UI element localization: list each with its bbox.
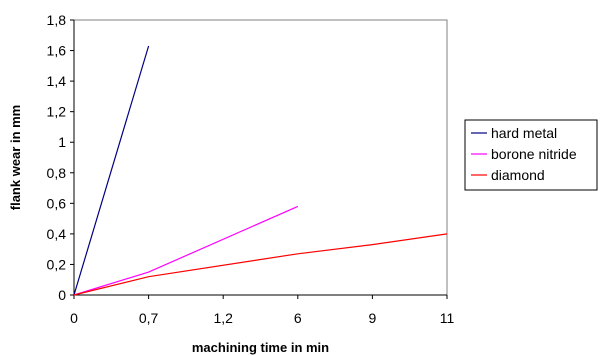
legend: hard metal borone nitride diamond bbox=[464, 119, 598, 191]
y-tick-label: 1,2 bbox=[47, 104, 67, 120]
x-tick-label: 1,2 bbox=[213, 310, 233, 326]
y-tick-label: 1,8 bbox=[47, 12, 67, 28]
y-tick-label: 1,6 bbox=[47, 43, 67, 59]
x-tick-label: 9 bbox=[369, 310, 377, 326]
legend-label: diamond bbox=[491, 167, 545, 183]
y-tick-label: 1 bbox=[58, 134, 66, 150]
y-axis-title: flank wear in mm bbox=[8, 105, 23, 210]
x-tick-label: 0,7 bbox=[139, 310, 159, 326]
y-tick-label: 0 bbox=[58, 287, 66, 303]
x-tick-label: 11 bbox=[440, 310, 455, 326]
y-ticks: 0 0,2 0,4 0,6 0,8 1 1,2 1,4 1,6 1,8 bbox=[47, 12, 74, 303]
series-line-diamond bbox=[73, 233, 448, 296]
y-tick-label: 1,4 bbox=[47, 73, 67, 89]
y-tick-label: 0,6 bbox=[47, 195, 67, 211]
legend-box bbox=[464, 119, 598, 191]
legend-label: hard metal bbox=[491, 125, 557, 141]
y-tick-label: 0,4 bbox=[47, 226, 67, 242]
x-tick-label: 0 bbox=[70, 310, 78, 326]
legend-label: borone nitride bbox=[491, 146, 577, 162]
y-tick-label: 0,2 bbox=[47, 256, 67, 272]
x-ticks: 0 0,7 1,2 6 9 11 bbox=[70, 295, 454, 326]
x-tick-label: 6 bbox=[294, 310, 302, 326]
y-tick-label: 0,8 bbox=[47, 165, 67, 181]
series-line-hard-metal bbox=[73, 45, 150, 296]
series-line-borone-nitride bbox=[73, 205, 299, 296]
plot-area bbox=[73, 19, 448, 296]
x-axis-title: machining time in min bbox=[192, 340, 329, 355]
series-lines bbox=[73, 45, 448, 296]
